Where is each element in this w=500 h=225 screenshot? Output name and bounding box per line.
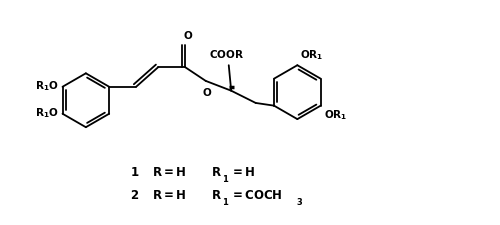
Text: $\mathbf{1}$: $\mathbf{1}$: [222, 196, 229, 207]
Text: $\mathbf{2}$: $\mathbf{2}$: [130, 189, 139, 202]
Text: $\mathbf{1}$: $\mathbf{1}$: [130, 166, 140, 179]
Text: $\mathbf{R = H}$: $\mathbf{R = H}$: [152, 166, 186, 179]
Text: $\mathbf{3}$: $\mathbf{3}$: [296, 196, 302, 207]
Text: $\mathbf{O}$: $\mathbf{O}$: [184, 29, 194, 41]
Text: $\mathbf{R_1O}$: $\mathbf{R_1O}$: [35, 79, 58, 93]
Text: $\mathbf{OR_1}$: $\mathbf{OR_1}$: [300, 48, 324, 62]
Text: $\mathbf{= COCH}$: $\mathbf{= COCH}$: [230, 189, 283, 202]
Text: $\mathbf{R_1O}$: $\mathbf{R_1O}$: [35, 106, 58, 120]
Text: $\mathbf{R}$: $\mathbf{R}$: [211, 166, 222, 179]
Text: $\mathbf{R = H}$: $\mathbf{R = H}$: [152, 189, 186, 202]
Text: $\mathbf{R}$: $\mathbf{R}$: [211, 189, 222, 202]
Text: $\mathbf{COOR}$: $\mathbf{COOR}$: [209, 48, 244, 60]
Text: $\mathbf{OR_1}$: $\mathbf{OR_1}$: [324, 109, 347, 122]
Text: $\mathbf{= H}$: $\mathbf{= H}$: [230, 166, 256, 179]
Text: $\mathbf{O}$: $\mathbf{O}$: [202, 86, 212, 98]
Text: $\mathbf{1}$: $\mathbf{1}$: [222, 173, 229, 184]
